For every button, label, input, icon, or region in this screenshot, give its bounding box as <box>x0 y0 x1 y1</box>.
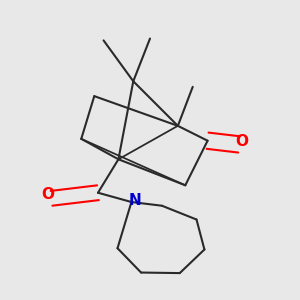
Text: O: O <box>41 187 54 202</box>
Text: O: O <box>236 134 249 149</box>
Text: N: N <box>129 193 142 208</box>
